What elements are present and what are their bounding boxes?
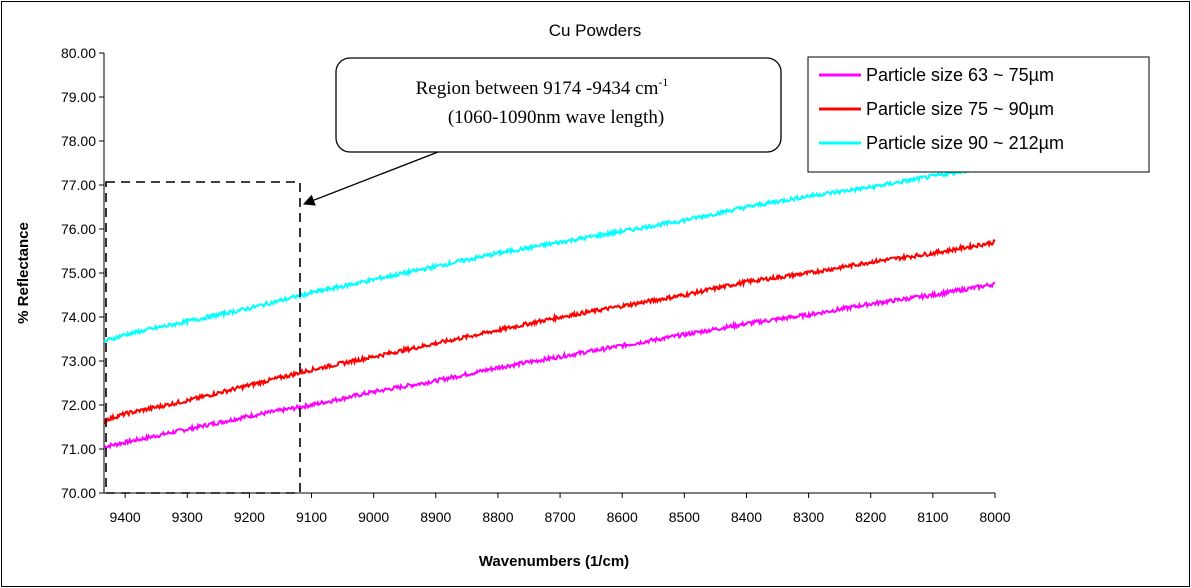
x-tick-label: 8800 — [482, 509, 513, 525]
y-tick-label: 71.00 — [61, 441, 96, 457]
x-tick-label: 8900 — [420, 509, 451, 525]
x-tick-label: 8500 — [669, 509, 700, 525]
x-tick-label: 8300 — [793, 509, 824, 525]
x-tick-label: 8600 — [607, 509, 638, 525]
y-tick-label: 70.00 — [61, 485, 96, 501]
y-tick-label: 79.00 — [61, 89, 96, 105]
y-axis-ticks: 70.00 71.00 72.00 73.00 74.00 75.00 76.00 77.00… — [61, 45, 104, 501]
x-axis-ticks: 9400 9300 9200 9100 9000 8900 8800 8700 8600 8500… — [110, 493, 1011, 525]
region-dashed-box — [105, 181, 301, 494]
legend-label: Particle size 75 ~ 90µm — [866, 99, 1054, 119]
y-axis-label: % Reflectance — [15, 222, 32, 324]
x-tick-label: 9200 — [234, 509, 265, 525]
x-tick-label: 9100 — [296, 509, 327, 525]
series-line-2 — [103, 238, 996, 425]
annotation-text-line2: (1060-1090nm wave length) — [448, 107, 664, 128]
x-tick-label: 8700 — [544, 509, 575, 525]
y-tick-label: 72.00 — [61, 397, 96, 413]
x-tick-label: 8100 — [917, 509, 948, 525]
x-axis-label: Wavenumbers (1/cm) — [479, 553, 629, 570]
y-tick-label: 74.00 — [61, 309, 96, 325]
x-tick-label: 8000 — [979, 509, 1010, 525]
annotation-arrow — [302, 151, 439, 206]
x-tick-label: 8400 — [731, 509, 762, 525]
y-tick-label: 76.00 — [61, 221, 96, 237]
legend-entries: Particle size 63 ~ 75µm Particle size 75 … — [819, 65, 1064, 153]
y-tick-label: 73.00 — [61, 353, 96, 369]
x-tick-label: 9300 — [172, 509, 203, 525]
y-tick-label: 80.00 — [61, 45, 96, 61]
chart-title: Cu Powders — [549, 21, 642, 40]
y-tick-label: 78.00 — [61, 133, 96, 149]
x-tick-label: 9400 — [110, 509, 141, 525]
series-line-3 — [103, 162, 996, 343]
legend: Particle size 63 ~ 75µm Particle size 75 … — [807, 56, 1150, 173]
series-line-1 — [103, 281, 996, 450]
y-tick-label: 75.00 — [61, 265, 96, 281]
y-tick-label: 77.00 — [61, 177, 96, 193]
x-tick-label: 9000 — [358, 509, 389, 525]
series-lines — [103, 162, 996, 450]
legend-label: Particle size 90 ~ 212µm — [866, 133, 1064, 153]
x-tick-label: 8200 — [855, 509, 886, 525]
legend-label: Particle size 63 ~ 75µm — [866, 65, 1054, 85]
legend-box — [807, 56, 1150, 173]
annotation-box — [335, 57, 782, 153]
annotation-superscript: -1 — [658, 75, 668, 89]
annotation-text-line1: Region between 9174 -9434 cm-1 — [416, 75, 669, 99]
